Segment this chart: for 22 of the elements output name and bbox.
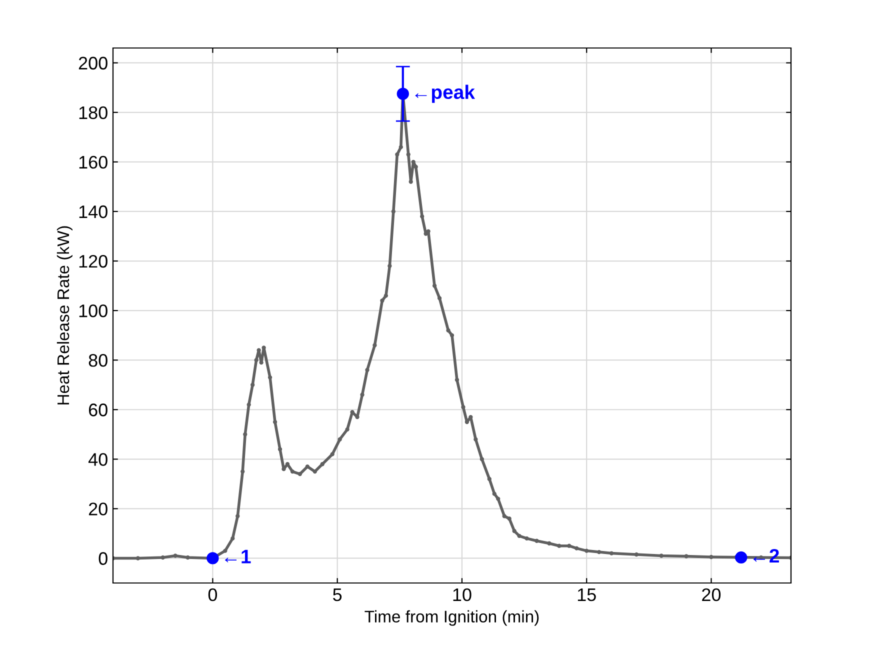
- x-tick-label: 0: [208, 588, 218, 602]
- y-tick-label: 120: [79, 254, 108, 268]
- annotation: ←peak: [415, 84, 476, 103]
- y-tick-label: 60: [88, 404, 108, 416]
- y-tick-label: 20: [88, 502, 108, 516]
- x-tick-label: 20: [702, 588, 721, 602]
- y-axis-title: Heat Release Rate (kW): [56, 226, 72, 404]
- x-axis-title: Time from Ignition (min): [364, 610, 539, 626]
- y-tick-label: 40: [88, 453, 108, 466]
- point: [735, 551, 748, 564]
- y-tick-label: 200: [78, 56, 108, 70]
- x-tick-label: 5: [333, 588, 342, 602]
- y-tick-label: 140: [79, 205, 108, 218]
- y-tick-label: 80: [88, 354, 108, 367]
- x-tick-label: 10: [453, 588, 472, 602]
- y-tick-label: 0: [98, 552, 108, 565]
- y-tick-label: 160: [79, 156, 108, 169]
- y-tick-label: 100: [79, 304, 108, 318]
- y-tick-label: 180: [79, 106, 108, 120]
- annotation: ←1: [225, 550, 251, 564]
- x-tick-label: 15: [578, 588, 596, 602]
- point: [206, 552, 219, 564]
